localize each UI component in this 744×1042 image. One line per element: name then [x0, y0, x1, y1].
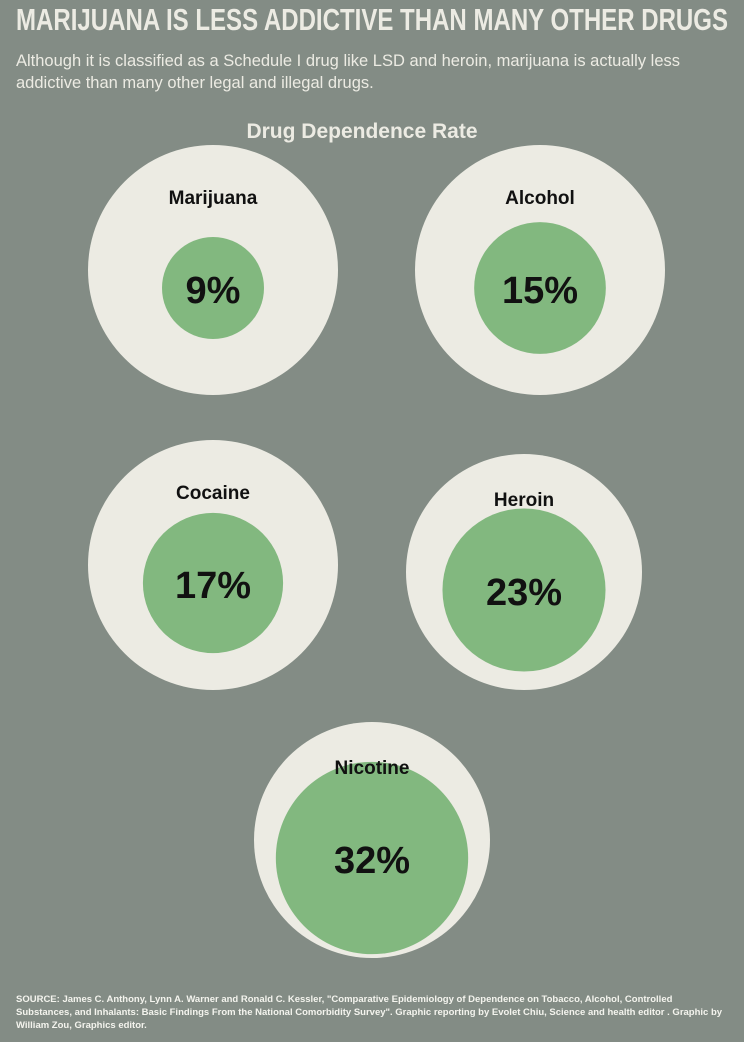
rate-disk: [162, 237, 264, 339]
value-label: 17%: [175, 565, 251, 607]
drug-label: Heroin: [494, 490, 554, 511]
source: SOURCE: James C. Anthony, Lynn A. Warner…: [16, 994, 723, 1031]
rate-disk: [142, 512, 284, 654]
subtitle: Although it is classified as a Schedule …: [16, 52, 681, 92]
title: MARIJUANA IS LESS ADDICTIVE THAN MANY OT…: [16, 2, 728, 37]
drug-label: Cocaine: [176, 483, 250, 504]
rate-disk: [474, 222, 606, 354]
chart-title: Drug Dependence Rate: [246, 120, 477, 143]
value-label: 23%: [486, 572, 562, 614]
drug-label: Marijuana: [169, 188, 258, 209]
value-label: 9%: [186, 270, 241, 312]
drug-label: Alcohol: [505, 188, 575, 209]
rate-disk: [442, 508, 606, 672]
rate-disk: [275, 761, 469, 955]
value-label: 15%: [502, 270, 578, 312]
value-label: 32%: [334, 840, 410, 882]
drug-label: Nicotine: [335, 758, 410, 779]
